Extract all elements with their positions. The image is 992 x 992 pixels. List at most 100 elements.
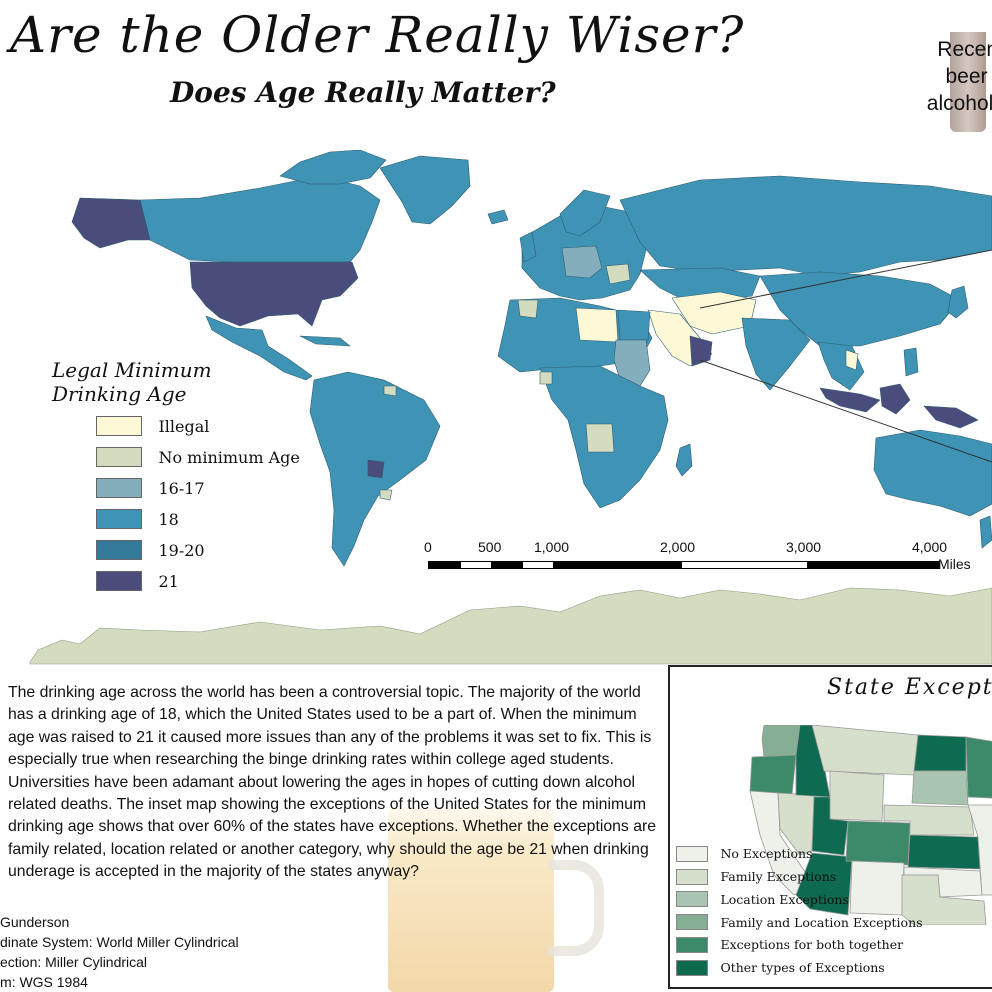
map-credits: Gunderson dinate System: World Miller Cy… (0, 912, 239, 992)
legend-item-illegal: Illegal (96, 416, 300, 436)
region-caribbean (299, 335, 351, 347)
scale-segment (523, 562, 553, 568)
inset-legend-swatch (676, 936, 708, 953)
legend-label: 21 (158, 571, 179, 591)
legend-label: Illegal (158, 416, 210, 436)
legend-label: 18 (158, 509, 179, 529)
legend-label: 19-20 (158, 540, 205, 560)
legend-label: No minimum Age (158, 447, 300, 467)
scale-tick-label: 1,000 (534, 539, 570, 555)
state-minnesota-edge (965, 736, 992, 799)
region-papua (923, 405, 979, 429)
region-libya (575, 307, 619, 343)
region-mexico-central-america (205, 315, 313, 381)
state-wyoming (829, 770, 885, 822)
inset-legend-label: Location Exceptions (720, 891, 849, 907)
legend-swatch (96, 478, 142, 498)
legend-item-19-20: 19-20 (96, 540, 300, 560)
inset-legend-item: Other types of Exceptions (676, 959, 923, 977)
state-exceptions-inset: State Exceptions No Exceptions (668, 665, 992, 989)
map-subtitle: Does Age Really Matter? (170, 76, 556, 109)
region-indonesia-west (819, 387, 881, 413)
credit-coordinate-system: dinate System: World Miller Cylindrical (0, 934, 239, 950)
region-uk (519, 231, 537, 263)
region-balkans (605, 263, 631, 285)
region-scandinavia (559, 189, 611, 237)
inset-legend: No Exceptions Family Exceptions Location… (676, 845, 923, 982)
legend-title-line: Legal Minimum (52, 358, 212, 382)
callout-line (699, 359, 992, 463)
region-indonesia-east (879, 383, 911, 415)
map-land (29, 150, 992, 665)
corner-note-line: Recen (937, 38, 992, 61)
scale-unit: Miles (938, 556, 971, 572)
legend-title: Legal Minimum Drinking Age (52, 358, 212, 406)
credit-projection: ection: Miller Cylindrical (0, 954, 148, 970)
region-china-east-asia (759, 271, 961, 347)
map-title: Are the Older Really Wiser? (10, 6, 745, 64)
legend-label: 16-17 (158, 478, 205, 498)
world-map (29, 150, 992, 665)
inset-legend-swatch (676, 845, 708, 862)
region-laos (845, 349, 859, 371)
region-usa (189, 261, 359, 327)
region-iceland (487, 209, 509, 225)
inset-legend-label: Family and Location Exceptions (720, 914, 923, 930)
scale-tick-label: 500 (478, 539, 502, 555)
scale-tick-label: 2,000 (660, 539, 696, 555)
region-southeast-asia (817, 341, 865, 391)
inset-legend-swatch (676, 868, 708, 885)
region-alaska (71, 197, 151, 249)
state-oregon (749, 754, 797, 796)
region-egypt (617, 309, 651, 341)
legend-item-no-minimum: No minimum Age (96, 447, 300, 467)
region-angola (585, 423, 615, 453)
corner-note-line: alcoholi (926, 92, 992, 115)
inset-legend-label: Family Exceptions (720, 869, 837, 885)
scale-segment (461, 562, 491, 568)
scale-bar (428, 561, 940, 569)
legend-list: Illegal No minimum Age 16-17 18 19-20 21 (96, 416, 300, 602)
inset-title: State Exceptions (827, 675, 992, 700)
region-canada (139, 175, 381, 263)
state-texas (901, 874, 987, 925)
map-legend: Legal Minimum Drinking Age Illegal No mi… (52, 358, 300, 591)
region-arctic-islands (279, 150, 387, 185)
inset-legend-swatch (676, 914, 708, 931)
region-germany-central-europe (561, 245, 603, 279)
essay-text: The drinking age across the world has be… (8, 684, 657, 881)
scale-tick-label: 0 (424, 539, 432, 555)
state-montana (811, 725, 919, 776)
legend-swatch (96, 509, 142, 529)
state-south-dakota (911, 770, 969, 806)
beer-mug-graphic (388, 808, 554, 992)
region-philippines (903, 347, 919, 377)
inset-legend-item: Family and Location Exceptions (676, 913, 923, 931)
legend-item-18: 18 (96, 509, 300, 529)
credit-datum: m: WGS 1984 (0, 974, 88, 990)
region-uruguay (379, 489, 393, 501)
region-japan (947, 285, 969, 319)
scale-tick-label: 4,000 (912, 539, 948, 555)
inset-legend-item: No Exceptions (676, 845, 923, 863)
callout-line (699, 249, 992, 309)
region-new-zealand (979, 515, 992, 549)
region-west-africa-small (539, 371, 553, 385)
inset-legend-label: Other types of Exceptions (720, 960, 885, 976)
state-washington (761, 725, 801, 758)
us-states-map (749, 725, 992, 925)
state-arizona (795, 852, 853, 916)
inset-legend-swatch (676, 891, 708, 908)
legend-swatch (96, 540, 142, 560)
inset-legend-item: Exceptions for both together (676, 936, 923, 954)
legend-swatch (96, 447, 142, 467)
inset-legend-item: Location Exceptions (676, 891, 923, 909)
scale-tick-label: 3,000 (786, 539, 822, 555)
corner-note: Recen beer i alcoholi (927, 36, 992, 117)
state-iowa-missouri-edge (967, 804, 992, 896)
bottle-image (950, 32, 986, 132)
inset-legend-swatch (676, 959, 708, 976)
region-madagascar (675, 443, 693, 477)
region-australia (873, 429, 992, 517)
inset-legend-label: Exceptions for both together (720, 937, 904, 953)
